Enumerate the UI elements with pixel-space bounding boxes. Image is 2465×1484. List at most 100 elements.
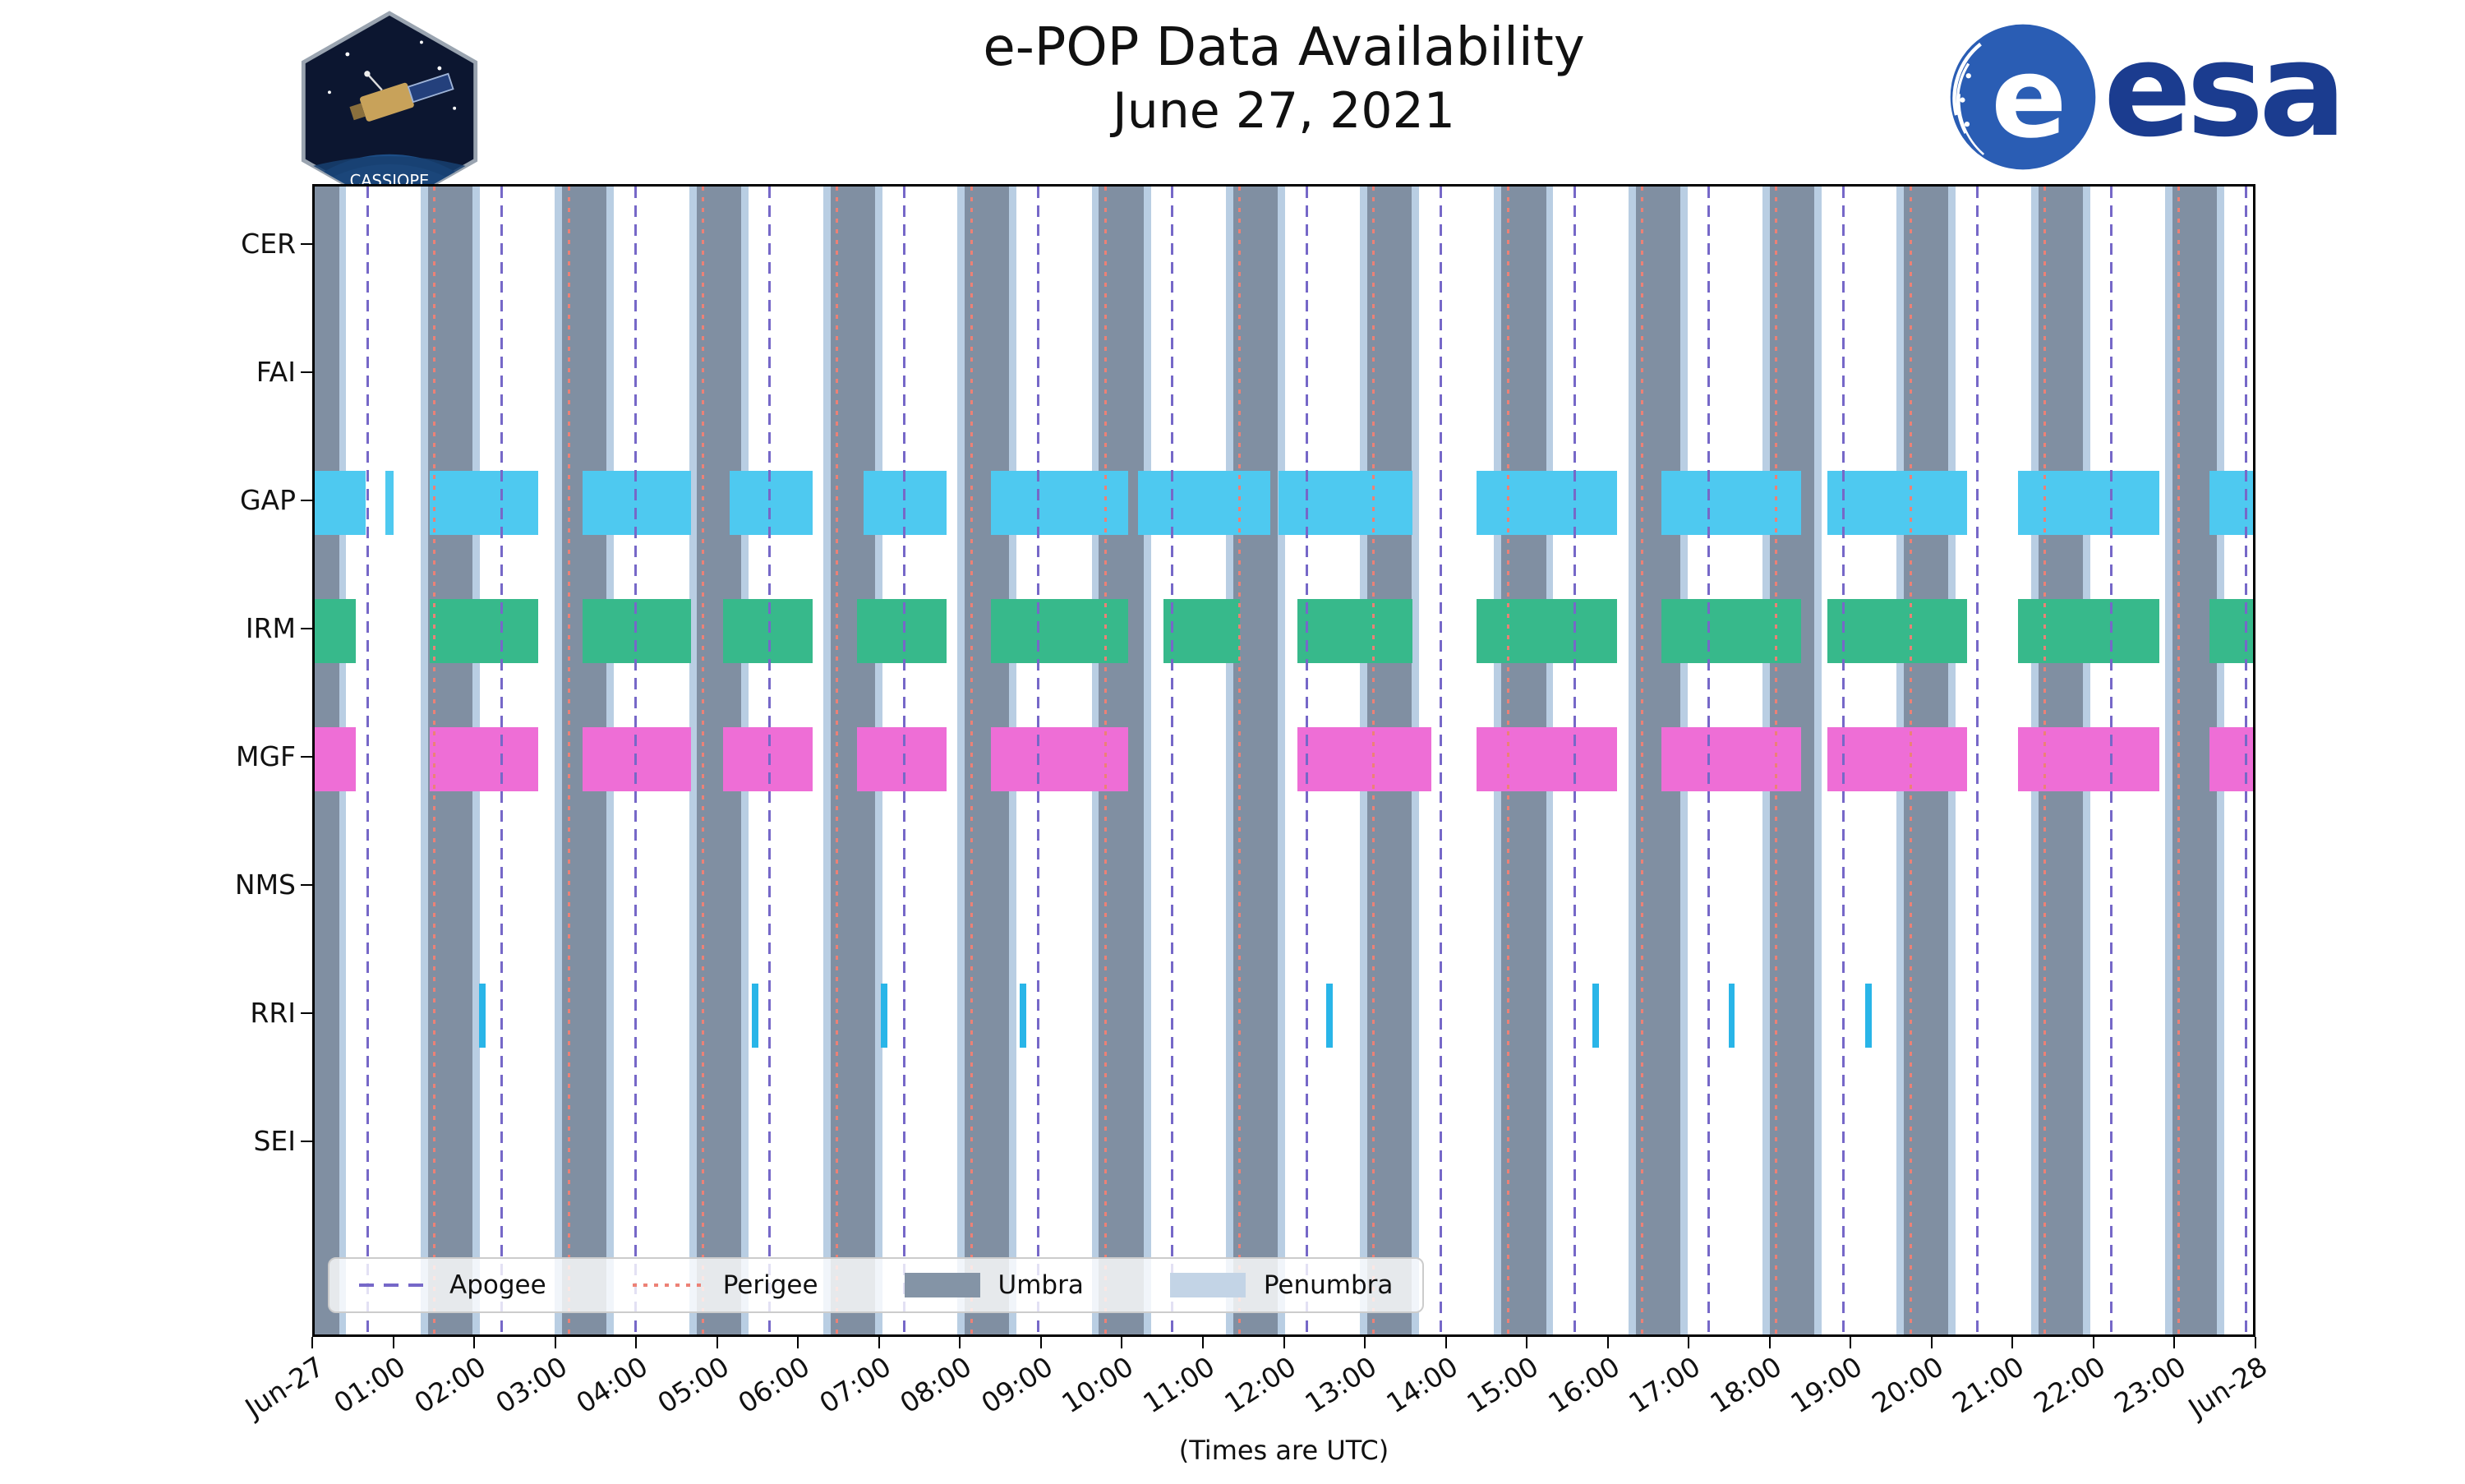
penumbra-band — [823, 187, 831, 1334]
legend-label-penumbra: Penumbra — [1264, 1270, 1394, 1300]
x-tick — [1931, 1337, 1933, 1348]
availability-bar-irm — [583, 599, 691, 663]
legend-label-umbra: Umbra — [998, 1270, 1084, 1300]
availability-bar-irm — [315, 599, 356, 663]
y-tick — [301, 628, 312, 629]
perigee-line — [1775, 187, 1777, 1334]
esa-emblem-letter: e — [1991, 34, 2066, 164]
x-tick — [1769, 1337, 1771, 1348]
availability-bar-rri — [1592, 984, 1599, 1048]
availability-bar-irm — [857, 599, 946, 663]
x-tick — [1202, 1337, 1204, 1348]
apogee-line — [2110, 187, 2113, 1334]
availability-bar-irm — [1827, 599, 1967, 663]
apogee-line — [1440, 187, 1442, 1334]
availability-bar-irm — [1477, 599, 1616, 663]
availability-bar-mgf — [2018, 727, 2159, 791]
apogee-line — [1306, 187, 1308, 1334]
x-tick — [797, 1337, 799, 1348]
penumbra-band — [555, 187, 562, 1334]
legend-item-penumbra: Penumbra — [1170, 1270, 1394, 1300]
availability-bar-rri — [1865, 984, 1872, 1048]
availability-bar-gap — [2209, 471, 2255, 535]
legend-swatch-apogee — [359, 1284, 431, 1287]
availability-bar-mgf — [583, 727, 691, 791]
apogee-line — [2245, 187, 2247, 1334]
y-tick-label-cer: CER — [173, 227, 296, 261]
perigee-line — [2043, 187, 2046, 1334]
availability-bar-gap — [1661, 471, 1801, 535]
penumbra-band — [421, 187, 428, 1334]
availability-bar-mgf — [430, 727, 538, 791]
availability-bar-irm — [723, 599, 813, 663]
legend-swatch-penumbra — [1170, 1273, 1246, 1297]
availability-bar-rri — [752, 984, 758, 1048]
availability-bar-gap — [1279, 471, 1413, 535]
legend-swatch-umbra — [905, 1273, 980, 1297]
perigee-line — [1372, 187, 1375, 1334]
y-tick — [301, 500, 312, 501]
x-tick — [878, 1337, 880, 1348]
availability-bar-gap — [430, 471, 538, 535]
esa-wordmark: esa — [2103, 25, 2342, 155]
availability-bar-rri — [1020, 984, 1026, 1048]
x-tick — [2011, 1337, 2013, 1348]
x-tick — [1850, 1337, 1851, 1348]
availability-bar-gap — [385, 471, 394, 535]
legend: Apogee Perigee Umbra Penumbra — [328, 1257, 1424, 1313]
y-tick-label-mgf: MGF — [173, 740, 296, 774]
legend-item-umbra: Umbra — [905, 1270, 1084, 1300]
perigee-line — [702, 187, 704, 1334]
availability-bar-mgf — [1297, 727, 1431, 791]
y-tick — [301, 371, 312, 373]
penumbra-band — [2165, 187, 2172, 1334]
apogee-line — [1842, 187, 1845, 1334]
y-tick-label-nms: NMS — [173, 868, 296, 902]
availability-bar-irm — [1163, 599, 1241, 663]
perigee-line — [970, 187, 973, 1334]
esa-logo: e esa — [1947, 21, 2342, 173]
x-tick — [393, 1337, 394, 1348]
apogee-line — [634, 187, 637, 1334]
availability-bar-mgf — [857, 727, 946, 791]
availability-bar-mgf — [723, 727, 813, 791]
availability-bar-gap — [1477, 471, 1616, 535]
x-tick — [1445, 1337, 1447, 1348]
legend-swatch-perigee — [633, 1284, 705, 1287]
perigee-line — [836, 187, 838, 1334]
y-tick — [301, 1012, 312, 1014]
y-tick — [301, 243, 312, 245]
availability-bar-gap — [2018, 471, 2159, 535]
x-tick — [959, 1337, 961, 1348]
perigee-line — [1104, 187, 1107, 1334]
penumbra-band — [1226, 187, 1233, 1334]
x-tick — [716, 1337, 718, 1348]
x-tick — [1121, 1337, 1122, 1348]
y-tick-label-gap: GAP — [173, 483, 296, 518]
penumbra-band — [957, 187, 965, 1334]
availability-bar-mgf — [315, 727, 356, 791]
perigee-line — [2177, 187, 2180, 1334]
x-tick — [473, 1337, 475, 1348]
availability-bar-gap — [1138, 471, 1270, 535]
availability-bar-mgf — [2209, 727, 2255, 791]
availability-bar-irm — [2018, 599, 2159, 663]
legend-item-perigee: Perigee — [633, 1270, 818, 1300]
penumbra-band — [1814, 187, 1822, 1334]
availability-bar-rri — [1729, 984, 1735, 1048]
availability-bar-irm — [1297, 599, 1412, 663]
availability-bar-rri — [881, 984, 887, 1048]
apogee-line — [500, 187, 503, 1334]
perigee-line — [1238, 187, 1241, 1334]
apogee-line — [1707, 187, 1710, 1334]
availability-bar-mgf — [1477, 727, 1616, 791]
availability-bar-mgf — [991, 727, 1129, 791]
y-tick — [301, 884, 312, 886]
x-tick — [2255, 1337, 2256, 1348]
legend-item-apogee: Apogee — [359, 1270, 546, 1300]
y-tick-label-fai: FAI — [173, 355, 296, 389]
x-tick — [1040, 1337, 1042, 1348]
penumbra-band — [1278, 187, 1285, 1334]
apogee-line — [903, 187, 905, 1334]
